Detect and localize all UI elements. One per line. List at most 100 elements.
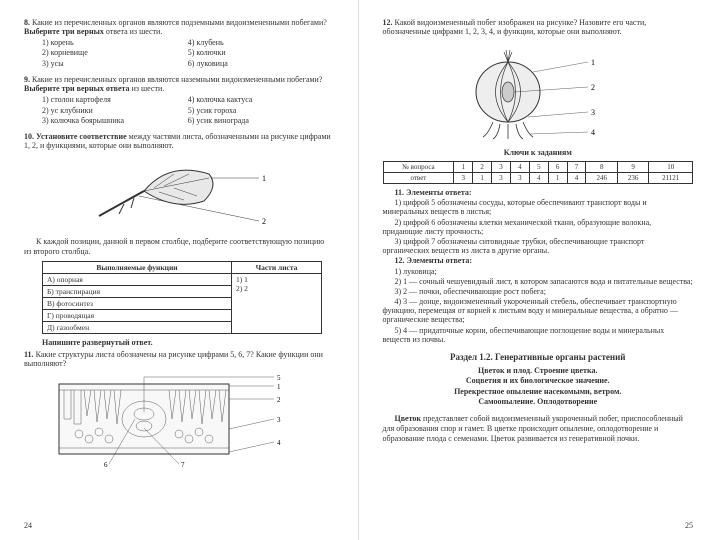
th-parts: Части листа [232,262,322,274]
kr-6: 1 [548,173,567,184]
keys-title: Ключи к заданиям [383,148,694,157]
a12-1: 1) луковица; [383,267,694,276]
kh-2: 2 [473,162,492,173]
q9-text-c: из шести. [130,84,165,93]
kr-4: 3 [510,173,529,184]
kh-0: № вопроса [383,162,454,173]
q9-opt-3: 3) колючка боярышника [42,116,188,126]
cl-2: 2 [277,396,281,404]
page-left: 8. Какие из перечисленных органов являют… [0,0,359,540]
tm-b: Б) транспирация [43,286,232,298]
kh-10: 10 [649,162,693,173]
cl-5: 5 [277,374,281,382]
q9-opt-1: 1) столон картофеля [42,95,188,105]
page-right: 12. Какой видоизмененный побег изображен… [359,0,717,540]
sub-3: Перекрестное опыление насекомыми, ветром… [383,387,694,397]
q9-opt-2: 2) ус клубники [42,106,188,116]
cl-3: 3 [277,416,281,424]
sub-1: Цветок и плод. Строение цветка. [383,366,694,376]
kh-1: 1 [454,162,473,173]
q8-bold: Выберите три верных [24,27,104,36]
table-keys: № вопроса 1 2 3 4 5 6 7 8 9 10 ответ 3 1… [383,161,694,184]
a11-head: 11. Элементы ответа: [383,188,694,197]
question-11: 11. Какие структуры листа обозначены на … [24,350,334,368]
flower-bold: Цветок [395,414,422,423]
kr-7: 4 [567,173,586,184]
kr-0: ответ [383,173,454,184]
question-8: 8. Какие из перечисленных органов являют… [24,18,334,69]
bl-3: 3 [591,108,595,117]
cl-1: 1 [277,383,281,391]
a12-4: 4) 3 — донце, видоизмененный укороченный… [383,297,694,325]
q9-col-left: 1) столон картофеля 2) ус клубники 3) ко… [42,95,188,126]
q9-text-a: Какие из перечисленных органов являются … [32,75,322,84]
q8-num: 8. [24,18,30,27]
q9-opt-4: 4) колючка кактуса [188,95,334,105]
kr-9: 236 [617,173,648,184]
kr-2: 1 [473,173,492,184]
cl-4: 4 [277,439,281,447]
a12-3: 3) 2 — почки, обеспечивающие рост побега… [383,287,694,296]
cl-7: 7 [181,461,185,469]
q9-opt-5: 5) усик гороха [188,106,334,116]
kh-6: 6 [548,162,567,173]
figure-cross-section: 1 2 3 4 5 6 7 [24,374,334,469]
kr-1: 3 [454,173,473,184]
kr-8: 246 [586,173,617,184]
q9-num: 9. [24,75,30,84]
q9-col-right: 4) колючка кактуса 5) усик гороха 6) уси… [188,95,334,126]
cl-6: 6 [104,461,108,469]
kr-10: 21121 [649,173,693,184]
question-10: 10. Установите соответствие между частям… [24,132,334,150]
a12-head: 12. Элементы ответа: [383,256,694,265]
question-9: 9. Какие из перечисленных органов являют… [24,75,334,126]
bl-2: 2 [591,83,595,92]
q12-text: Какой видоизмененный побег изображен на … [383,18,647,36]
table-match: Выполняемые функции Части листа А) опорн… [42,261,322,334]
th-func: Выполняемые функции [43,262,232,274]
kh-5: 5 [529,162,548,173]
kr-5: 4 [529,173,548,184]
sub-2: Соцветия и их биологическое значение. [383,376,694,386]
kr-3: 3 [492,173,511,184]
figure-bulb: 1 2 3 4 [383,42,694,142]
a11-2: 2) цифрой 6 обозначены клетки механическ… [383,218,694,236]
q11-num: 11. [24,350,34,359]
question-12: 12. Какой видоизмененный побег изображен… [383,18,694,36]
a12-2: 2) 1 — сочный чешуевидный лист, в которо… [383,277,694,286]
kh-7: 7 [567,162,586,173]
tm-g: Г) проводящая [43,310,232,322]
q8-opt-5: 5) колючки [188,48,334,58]
q8-text-a: Какие из перечисленных органов являются … [32,18,327,27]
q9-bold: Выберите три верных ответа [24,84,130,93]
leaf-label-1: 1 [262,174,266,183]
tm-2: 2) 2 [236,284,317,293]
leaf-label-2: 2 [262,217,266,226]
q9-opt-6: 6) усик винограда [188,116,334,126]
flower-rest: представляет собой видоизмененный укороч… [383,414,683,443]
q8-col-left: 1) корень 2) корневище 3) усы [42,38,188,69]
q11-text: Какие структуры листа обозначены на рису… [24,350,323,368]
kh-8: 8 [586,162,617,173]
a12-5: 5) 4 — придаточные корни, обеспечивающие… [383,326,694,344]
page-num-left: 24 [24,521,32,530]
bl-4: 4 [591,128,595,137]
q8-opt-3: 3) усы [42,59,188,69]
kh-3: 3 [492,162,511,173]
figure-leaf: 1 2 [24,156,334,231]
flower-para: Цветок представляет собой видоизмененный… [383,414,694,444]
q8-opt-6: 6) луковица [188,59,334,69]
q8-opt-1: 1) корень [42,38,188,48]
q8-col-right: 4) клубень 5) колючки 6) луковица [188,38,334,69]
tm-v: В) фотосинтез [43,298,232,310]
tm-a: А) опорная [43,274,232,286]
a11-3: 3) цифрой 7 обозначены ситовидные трубки… [383,237,694,255]
bl-1: 1 [591,58,595,67]
kh-4: 4 [510,162,529,173]
page-num-right: 25 [685,521,693,530]
kh-9: 9 [617,162,648,173]
a11-1: 1) цифрой 5 обозначены сосуды, которые о… [383,198,694,216]
write-answer: Напишите развернутый ответ. [42,338,334,347]
q8-opt-4: 4) клубень [188,38,334,48]
tm-1: 1) 1 [236,275,317,284]
